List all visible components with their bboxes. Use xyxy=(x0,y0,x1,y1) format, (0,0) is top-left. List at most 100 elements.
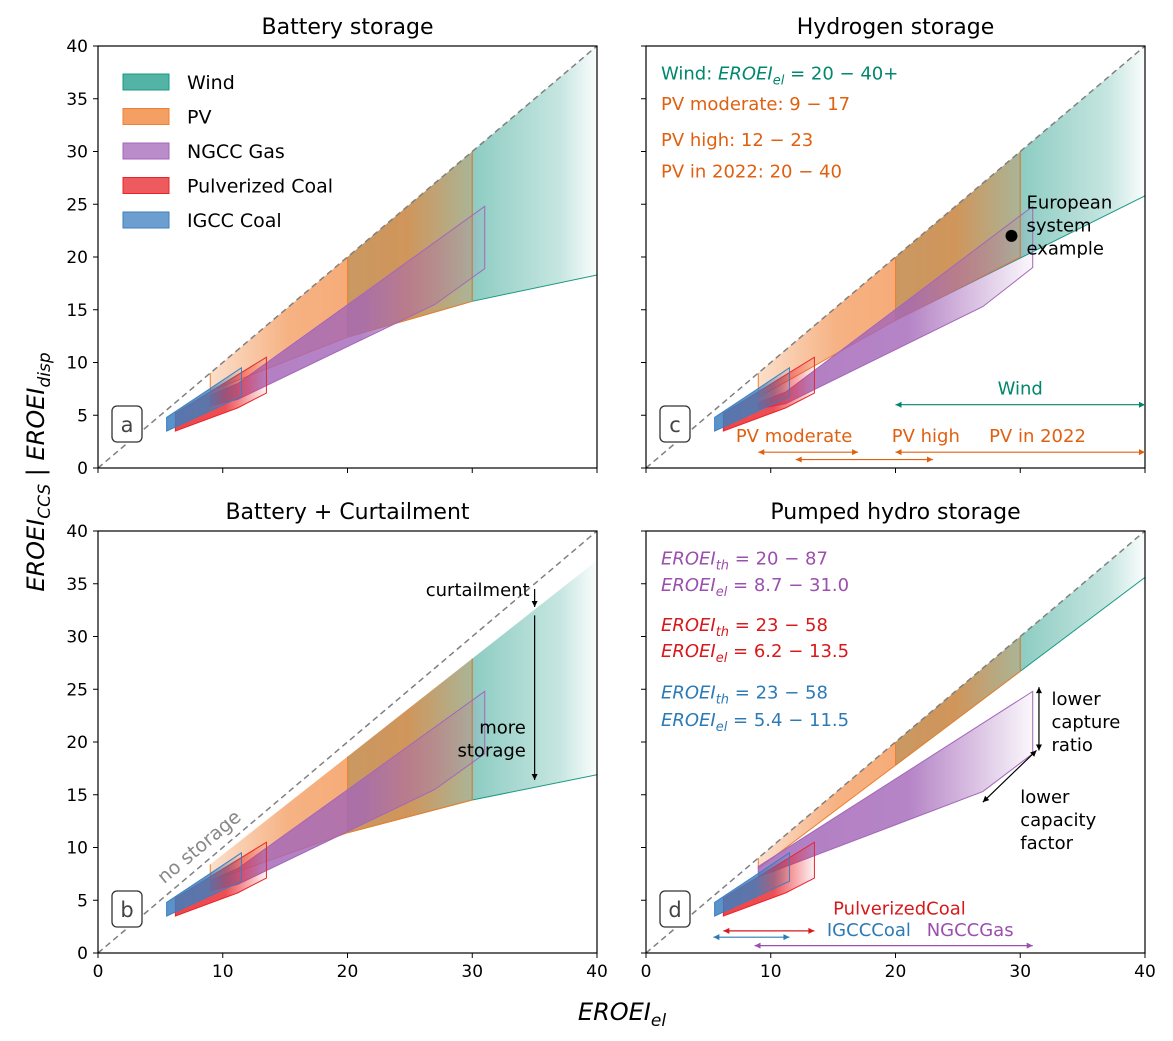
panel-b: 0 10 20 30 40 0 5 10 15 20 25 30 35 40 Battery + Curta… xyxy=(66,500,607,982)
range-arrow-ngccgas-head xyxy=(754,942,761,949)
eroei-range-main: EROEI xyxy=(661,641,716,662)
eroei-range-text: EROEIel = 5.4 − 11.5 xyxy=(661,710,849,735)
european-system-label-line: system xyxy=(1026,215,1091,236)
series-pv-area xyxy=(210,151,473,391)
eroei-range-sub: th xyxy=(716,692,729,707)
series-igcc-coal-area xyxy=(166,366,242,432)
panel-label-box xyxy=(111,405,143,443)
curtailment-arrow-head xyxy=(531,600,538,607)
x-tick-label: 0 xyxy=(641,962,652,982)
y-tick-label: 25 xyxy=(66,680,88,700)
range-arrow-pv-high-head xyxy=(795,456,802,463)
x-axis-label-main: EROEI xyxy=(578,998,651,1026)
legend-swatch-wind xyxy=(122,73,170,91)
range-text-block: Wind: EROEIel = 20 − 40+ PV moderate: 9 −… xyxy=(661,63,898,182)
panel-label: c xyxy=(669,413,681,437)
legend-swatch-igcc-coal xyxy=(122,211,170,229)
range-label-pulverizedcoal: PulverizedCoal xyxy=(833,899,966,920)
x-axis-label: EROEIel xyxy=(578,998,666,1031)
range-arrow-pulverizedcoal-head xyxy=(808,927,815,934)
panel-title: Pumped hydro storage xyxy=(770,500,1020,525)
eroei-range-main: EROEI xyxy=(661,548,716,569)
range-arrow-pulverizedcoal xyxy=(723,927,815,934)
range-label-pv-in-2022: PV in 2022 xyxy=(989,426,1086,447)
series-igcc-coal-area xyxy=(714,851,790,917)
series-pv-area xyxy=(210,658,473,882)
range-arrow-ngccgas xyxy=(754,942,1033,949)
x-tick-label: 10 xyxy=(760,962,782,982)
european-system-label: European system example xyxy=(1026,192,1112,259)
y-tick-label: 10 xyxy=(66,354,88,374)
lower-capture-ratio-arrow-head xyxy=(1035,687,1042,694)
y-tick-label: 5 xyxy=(77,891,88,911)
curtailment-label: curtailment xyxy=(426,580,530,601)
eroei-range-suffix: = 23 − 58 xyxy=(729,682,828,703)
x-axis-label-sub: el xyxy=(651,1011,666,1031)
range-arrow-igcccoal-head xyxy=(713,934,720,941)
more-storage-line: storage xyxy=(458,741,526,762)
y-axis-label: EROEICCS | EROEIdisp xyxy=(22,352,55,592)
european-system-label-line: example xyxy=(1026,238,1103,259)
range-text-value: PV high: 12 − 23 xyxy=(661,130,813,151)
lower-capture-ratio-arrow-head xyxy=(1035,744,1042,751)
panel-label: b xyxy=(120,898,133,922)
legend-swatch-pv xyxy=(122,108,170,125)
range-label-pv-moderate: PV moderate xyxy=(736,426,853,447)
diagonal-line xyxy=(98,46,597,468)
series-igcc-coal-area xyxy=(166,851,242,917)
x-tick-label: 30 xyxy=(1009,962,1031,982)
range-arrow-igcccoal-head xyxy=(783,934,790,941)
range-arrow-pv-high xyxy=(795,456,933,463)
lower-capacity-factor-arrow xyxy=(982,750,1037,803)
eroei-range-sub: th xyxy=(716,625,729,640)
range-text-pvmod: PV moderate: 9 − 17 xyxy=(661,94,850,115)
eroei-range-sub: th xyxy=(716,558,729,573)
lower-capacity-factor-label: lower capacity factor xyxy=(1020,787,1096,854)
eroei-range-main: EROEI xyxy=(661,682,716,703)
y-axis-label-main1: EROEI xyxy=(22,519,50,592)
series-igcc-coal-area xyxy=(714,366,790,432)
lower-capture-ratio-label: lower capture ratio xyxy=(1051,689,1120,756)
range-text-value: PV in 2022: 20 − 40 xyxy=(661,161,842,182)
panel-title: Battery + Curtailment xyxy=(225,500,469,525)
eroei-range-suffix: = 5.4 − 11.5 xyxy=(727,710,849,731)
range-arrow-igcccoal xyxy=(713,934,790,941)
lower-capacity-factor-line: capacity xyxy=(1020,810,1096,831)
y-tick-label: 20 xyxy=(66,733,88,753)
range-text-prefix: Wind: xyxy=(661,63,718,84)
eroei-range-text: EROEIth = 23 − 58 xyxy=(661,615,828,640)
more-storage-arrow-head xyxy=(531,773,538,780)
more-storage-label: more storage xyxy=(458,718,526,762)
y-tick-label: 40 xyxy=(66,37,88,57)
eroei-range-text: EROEIth = 23 − 58 xyxy=(661,682,828,707)
y-axis-label-sep: | xyxy=(22,460,50,483)
eroei-range-suffix: = 6.2 − 13.5 xyxy=(727,641,849,662)
y-tick-label: 20 xyxy=(66,248,88,268)
panel-a: 0 5 10 15 20 25 30 35 40 Battery storage a Wind PV NG… xyxy=(66,15,598,479)
diagonal-line xyxy=(646,46,1145,468)
lower-capture-ratio-line: lower xyxy=(1051,689,1101,710)
x-tick-label: 0 xyxy=(93,962,104,982)
legend-label-igcc-coal: IGCC Coal xyxy=(187,210,282,232)
legend-label-ngcc-gas: NGCC Gas xyxy=(187,141,285,163)
range-arrow-wind xyxy=(895,401,1145,408)
plot-area-c xyxy=(646,46,1145,468)
range-label-igcccoal: IGCCCoal xyxy=(827,920,911,941)
x-tick-label: 20 xyxy=(337,962,359,982)
more-storage-arrow xyxy=(531,615,538,780)
lower-capacity-factor-arrow-shaft xyxy=(982,750,1037,803)
eroei-range-suffix: = 23 − 58 xyxy=(729,615,828,636)
range-arrow-wind-head xyxy=(895,401,902,408)
range-arrow-pv-in-2022 xyxy=(895,449,1145,456)
legend-label-pulverized-coal: Pulverized Coal xyxy=(187,176,333,198)
y-tick-label: 0 xyxy=(77,459,88,479)
range-arrow-wind-head xyxy=(1139,401,1145,408)
series-pv-area xyxy=(758,151,1021,398)
legend-swatch-ngcc-gas xyxy=(122,142,170,160)
plot-area-d xyxy=(646,531,1145,953)
x-tick-label: 30 xyxy=(461,962,483,982)
range-arrow-pv-in-2022-head xyxy=(895,449,902,456)
y-axis-label-main2: EROEI xyxy=(22,388,50,461)
range-text-suffix: = 20 − 40+ xyxy=(784,63,898,84)
